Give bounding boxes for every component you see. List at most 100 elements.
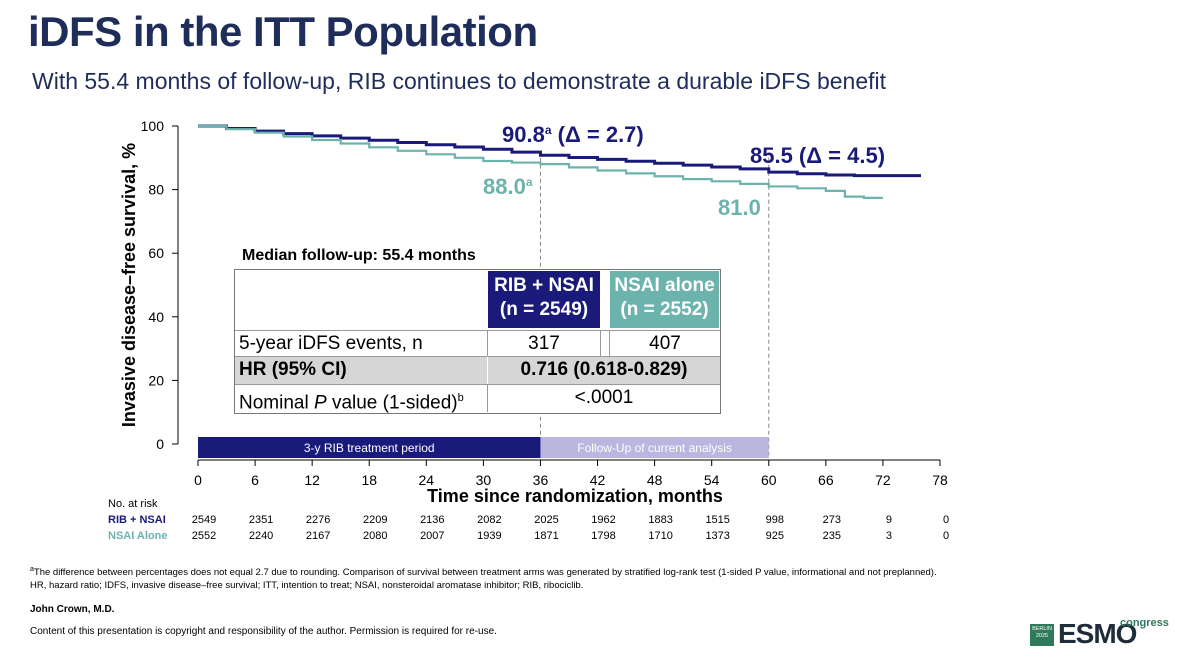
row-pvalue-post: value (1-sided) <box>326 392 458 414</box>
x-tick-label: 54 <box>704 472 720 488</box>
risk-value: 998 <box>766 514 784 526</box>
page-subtitle: With 55.4 months of follow-up, RIB conti… <box>32 68 886 94</box>
y-tick-label: 100 <box>141 118 165 134</box>
risk-value: 1871 <box>534 530 558 542</box>
row-hr-value: 0.716 (0.618-0.829) <box>488 356 720 384</box>
risk-value: 925 <box>766 530 784 542</box>
annotation-rib-36: 90.8a (Δ = 2.7) <box>502 122 644 147</box>
risk-value: 1515 <box>705 514 729 526</box>
series-nsai-alone <box>198 124 883 199</box>
row-pvalue-pre: Nominal <box>239 392 314 414</box>
x-tick-label: 24 <box>419 472 435 488</box>
header-rib-name: RIB + NSAI <box>494 275 594 296</box>
y-tick-label: 20 <box>148 372 164 388</box>
row-pvalue-sup: b <box>457 392 464 404</box>
risk-value: 2549 <box>192 514 216 526</box>
risk-value: 3 <box>886 530 892 542</box>
risk-value: 2080 <box>363 530 387 542</box>
risk-value: 1373 <box>705 530 729 542</box>
footnote: aThe difference between percentages does… <box>30 563 1150 592</box>
risk-value: 2082 <box>477 514 501 526</box>
esmo-logo: BERLIN 2025 ESMO congress <box>1028 612 1174 652</box>
risk-table: No. at risk RIB + NSAI 2549 2351 2276 2209 213… <box>108 498 949 542</box>
risk-value: 2209 <box>363 514 387 526</box>
logo-badge: BERLIN 2025 <box>1030 624 1054 646</box>
x-tick-label: 60 <box>761 472 777 488</box>
footnote-line1: aThe difference between percentages does… <box>30 566 937 579</box>
period-bands: 3-y RIB treatment period Follow-Up of cur… <box>198 437 769 458</box>
header-rib-n: (n = 2549) <box>499 299 589 320</box>
annotation-nsai-36: 88.0a <box>483 174 533 199</box>
band-label: 3-y RIB treatment period <box>304 441 435 455</box>
risk-value: 0 <box>943 514 949 526</box>
risk-value: 2007 <box>420 530 444 542</box>
risk-value: 1883 <box>648 514 672 526</box>
author: John Crown, M.D. <box>30 604 115 615</box>
header-nsai-n: (n = 2552) <box>620 299 709 320</box>
annotation-rib-60: 85.5 (Δ = 4.5) <box>750 143 885 168</box>
survival-curves <box>198 124 921 199</box>
x-tick-label: 78 <box>932 472 948 488</box>
y-tick-label: 80 <box>148 182 164 198</box>
y-axis-title: Invasive disease–free survival, % <box>119 143 139 427</box>
row-events-nsai: 407 <box>610 330 720 356</box>
risk-value: 2552 <box>192 530 216 542</box>
risk-row-label: NSAI Alone <box>108 530 168 542</box>
risk-value: 0 <box>943 530 949 542</box>
y-tick-label: 40 <box>148 309 164 325</box>
risk-value: 2240 <box>249 530 273 542</box>
header-rib: RIB + NSAI (n = 2549) <box>488 271 600 328</box>
x-tick-label: 48 <box>647 472 663 488</box>
summary-table: RIB + NSAI (n = 2549) NSAI alone (n = 25… <box>234 269 721 414</box>
row-pvalue-label: Nominal P value (1-sided)b <box>235 384 488 414</box>
risk-value: 1710 <box>648 530 672 542</box>
reference-lines <box>539 157 770 460</box>
risk-table-title: No. at risk <box>108 498 158 510</box>
risk-value: 1798 <box>591 530 615 542</box>
risk-value: 1939 <box>477 530 501 542</box>
logo-year: 2025 <box>1035 633 1049 639</box>
risk-value: 2351 <box>249 514 273 526</box>
band-1 <box>540 437 769 458</box>
band-0 <box>198 437 541 458</box>
x-axis-title: Time since randomization, months <box>427 486 723 506</box>
x-tick-label: 18 <box>361 472 377 488</box>
footnote-line1-text: The difference between percentages does … <box>33 567 937 579</box>
header-nsai: NSAI alone (n = 2552) <box>610 271 719 328</box>
x-tick-label: 30 <box>476 472 492 488</box>
row-pvalue-value: <.0001 <box>488 384 720 412</box>
x-tick-label: 42 <box>590 472 606 488</box>
risk-value: 2276 <box>306 514 330 526</box>
risk-value: 273 <box>823 514 841 526</box>
risk-value: 2136 <box>420 514 444 526</box>
risk-value: 9 <box>886 514 892 526</box>
row-hr-label: HR (95% CI) <box>235 356 488 384</box>
x-tick-label: 0 <box>194 472 202 488</box>
row-events-label: 5-year iDFS events, n <box>235 330 488 356</box>
logo-city: BERLIN <box>1032 626 1052 632</box>
logo-name: ESMO <box>1058 618 1137 649</box>
x-tick-label: 66 <box>818 472 834 488</box>
median-followup: Median follow-up: 55.4 months <box>242 247 476 264</box>
annotation-nsai-60: 81.0 <box>718 195 761 220</box>
x-tick-label: 72 <box>875 472 891 488</box>
band-label: Follow-Up of current analysis <box>577 441 732 455</box>
x-tick-label: 36 <box>533 472 549 488</box>
logo-suffix: congress <box>1120 617 1169 629</box>
page-title: iDFS in the ITT Population <box>28 8 538 55</box>
header-nsai-name: NSAI alone <box>614 275 715 296</box>
footnote-line2: HR, hazard ratio; IDFS, invasive disease… <box>30 580 584 592</box>
risk-value: 235 <box>823 530 841 542</box>
x-tick-label: 6 <box>251 472 259 488</box>
x-tick-label: 12 <box>304 472 320 488</box>
row-events-rib: 317 <box>488 330 601 356</box>
risk-row-label: RIB + NSAI <box>108 514 166 526</box>
y-tick-label: 0 <box>156 436 164 452</box>
risk-value: 2167 <box>306 530 330 542</box>
y-tick-label: 60 <box>148 245 164 261</box>
risk-value: 1962 <box>591 514 615 526</box>
row-events-gap <box>601 330 610 356</box>
row-pvalue-italic: P <box>313 392 327 414</box>
